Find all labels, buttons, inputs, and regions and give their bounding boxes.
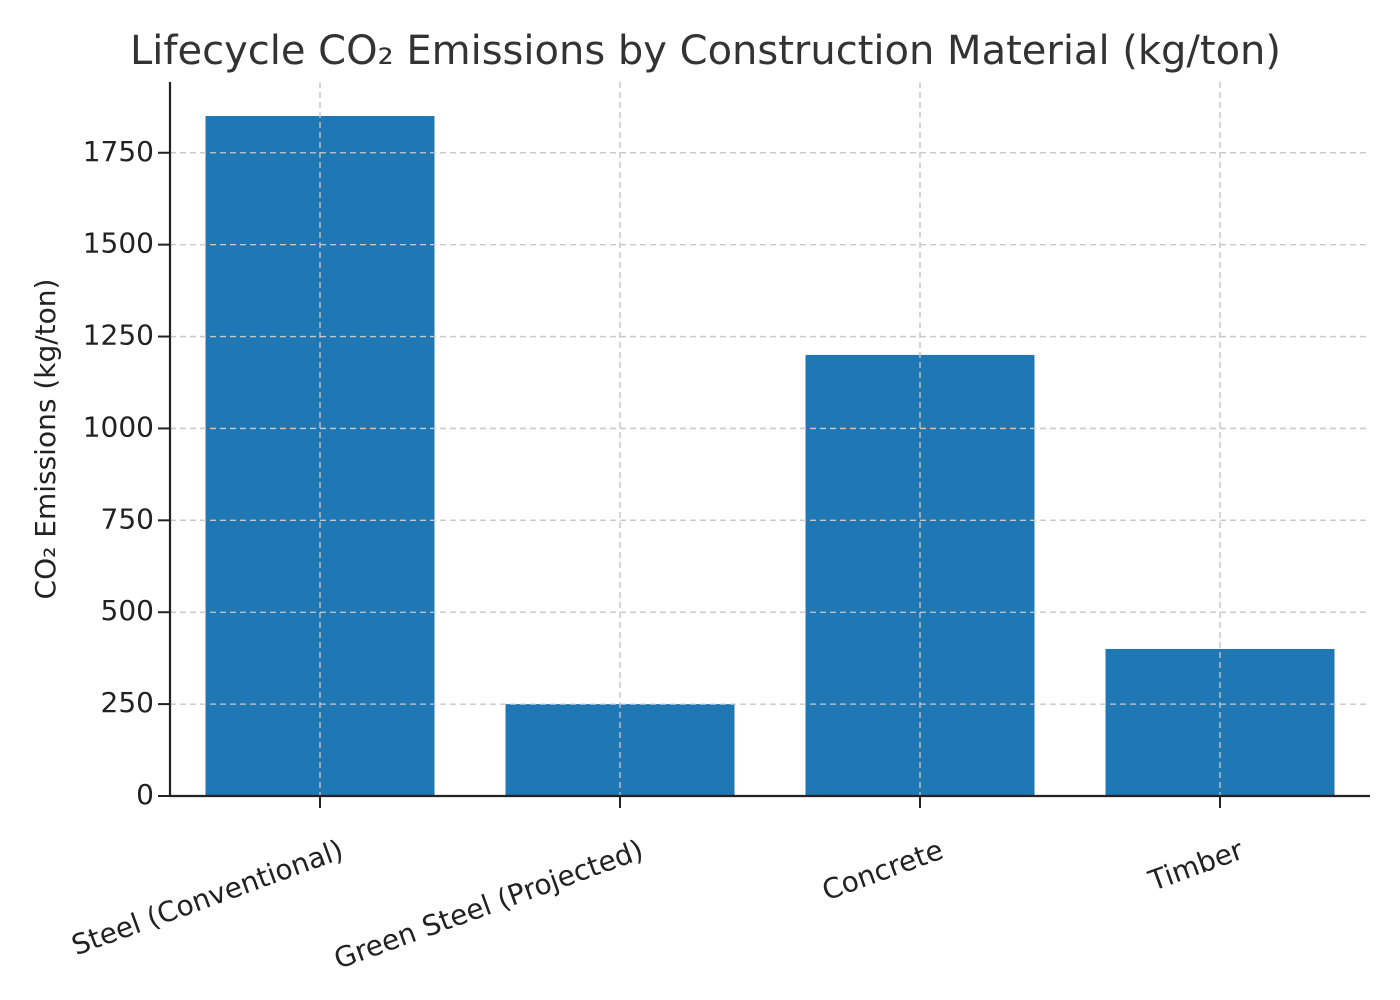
y-tick-label: 1500: [83, 227, 154, 260]
y-tick-label: 250: [101, 686, 154, 719]
x-tick-label: Concrete: [818, 833, 948, 907]
x-tick-label: Green Steel (Projected): [330, 833, 648, 976]
x-tick-label: Steel (Conventional): [67, 833, 347, 962]
x-tick-layer: Steel (Conventional)Green Steel (Project…: [67, 796, 1248, 976]
y-tick-label: 0: [136, 778, 154, 811]
y-tick-layer: 0 250 500 750 1000 1250 1500 1750: [83, 135, 170, 811]
bar-layer: [170, 82, 1370, 796]
y-tick-label: 500: [101, 594, 154, 627]
chart-title: Lifecycle CO₂ Emissions by Construction …: [130, 28, 1281, 74]
y-axis-label: CO₂ Emissions (kg/ton): [29, 279, 62, 600]
y-tick-label: 1000: [83, 410, 154, 443]
axis-layer: [168, 82, 1370, 798]
y-tick-label: 1750: [83, 135, 154, 168]
y-tick-label: 750: [101, 502, 154, 535]
bar: [505, 704, 735, 796]
x-tick-label: Timber: [1143, 833, 1248, 898]
y-tick-label: 1250: [83, 319, 154, 352]
